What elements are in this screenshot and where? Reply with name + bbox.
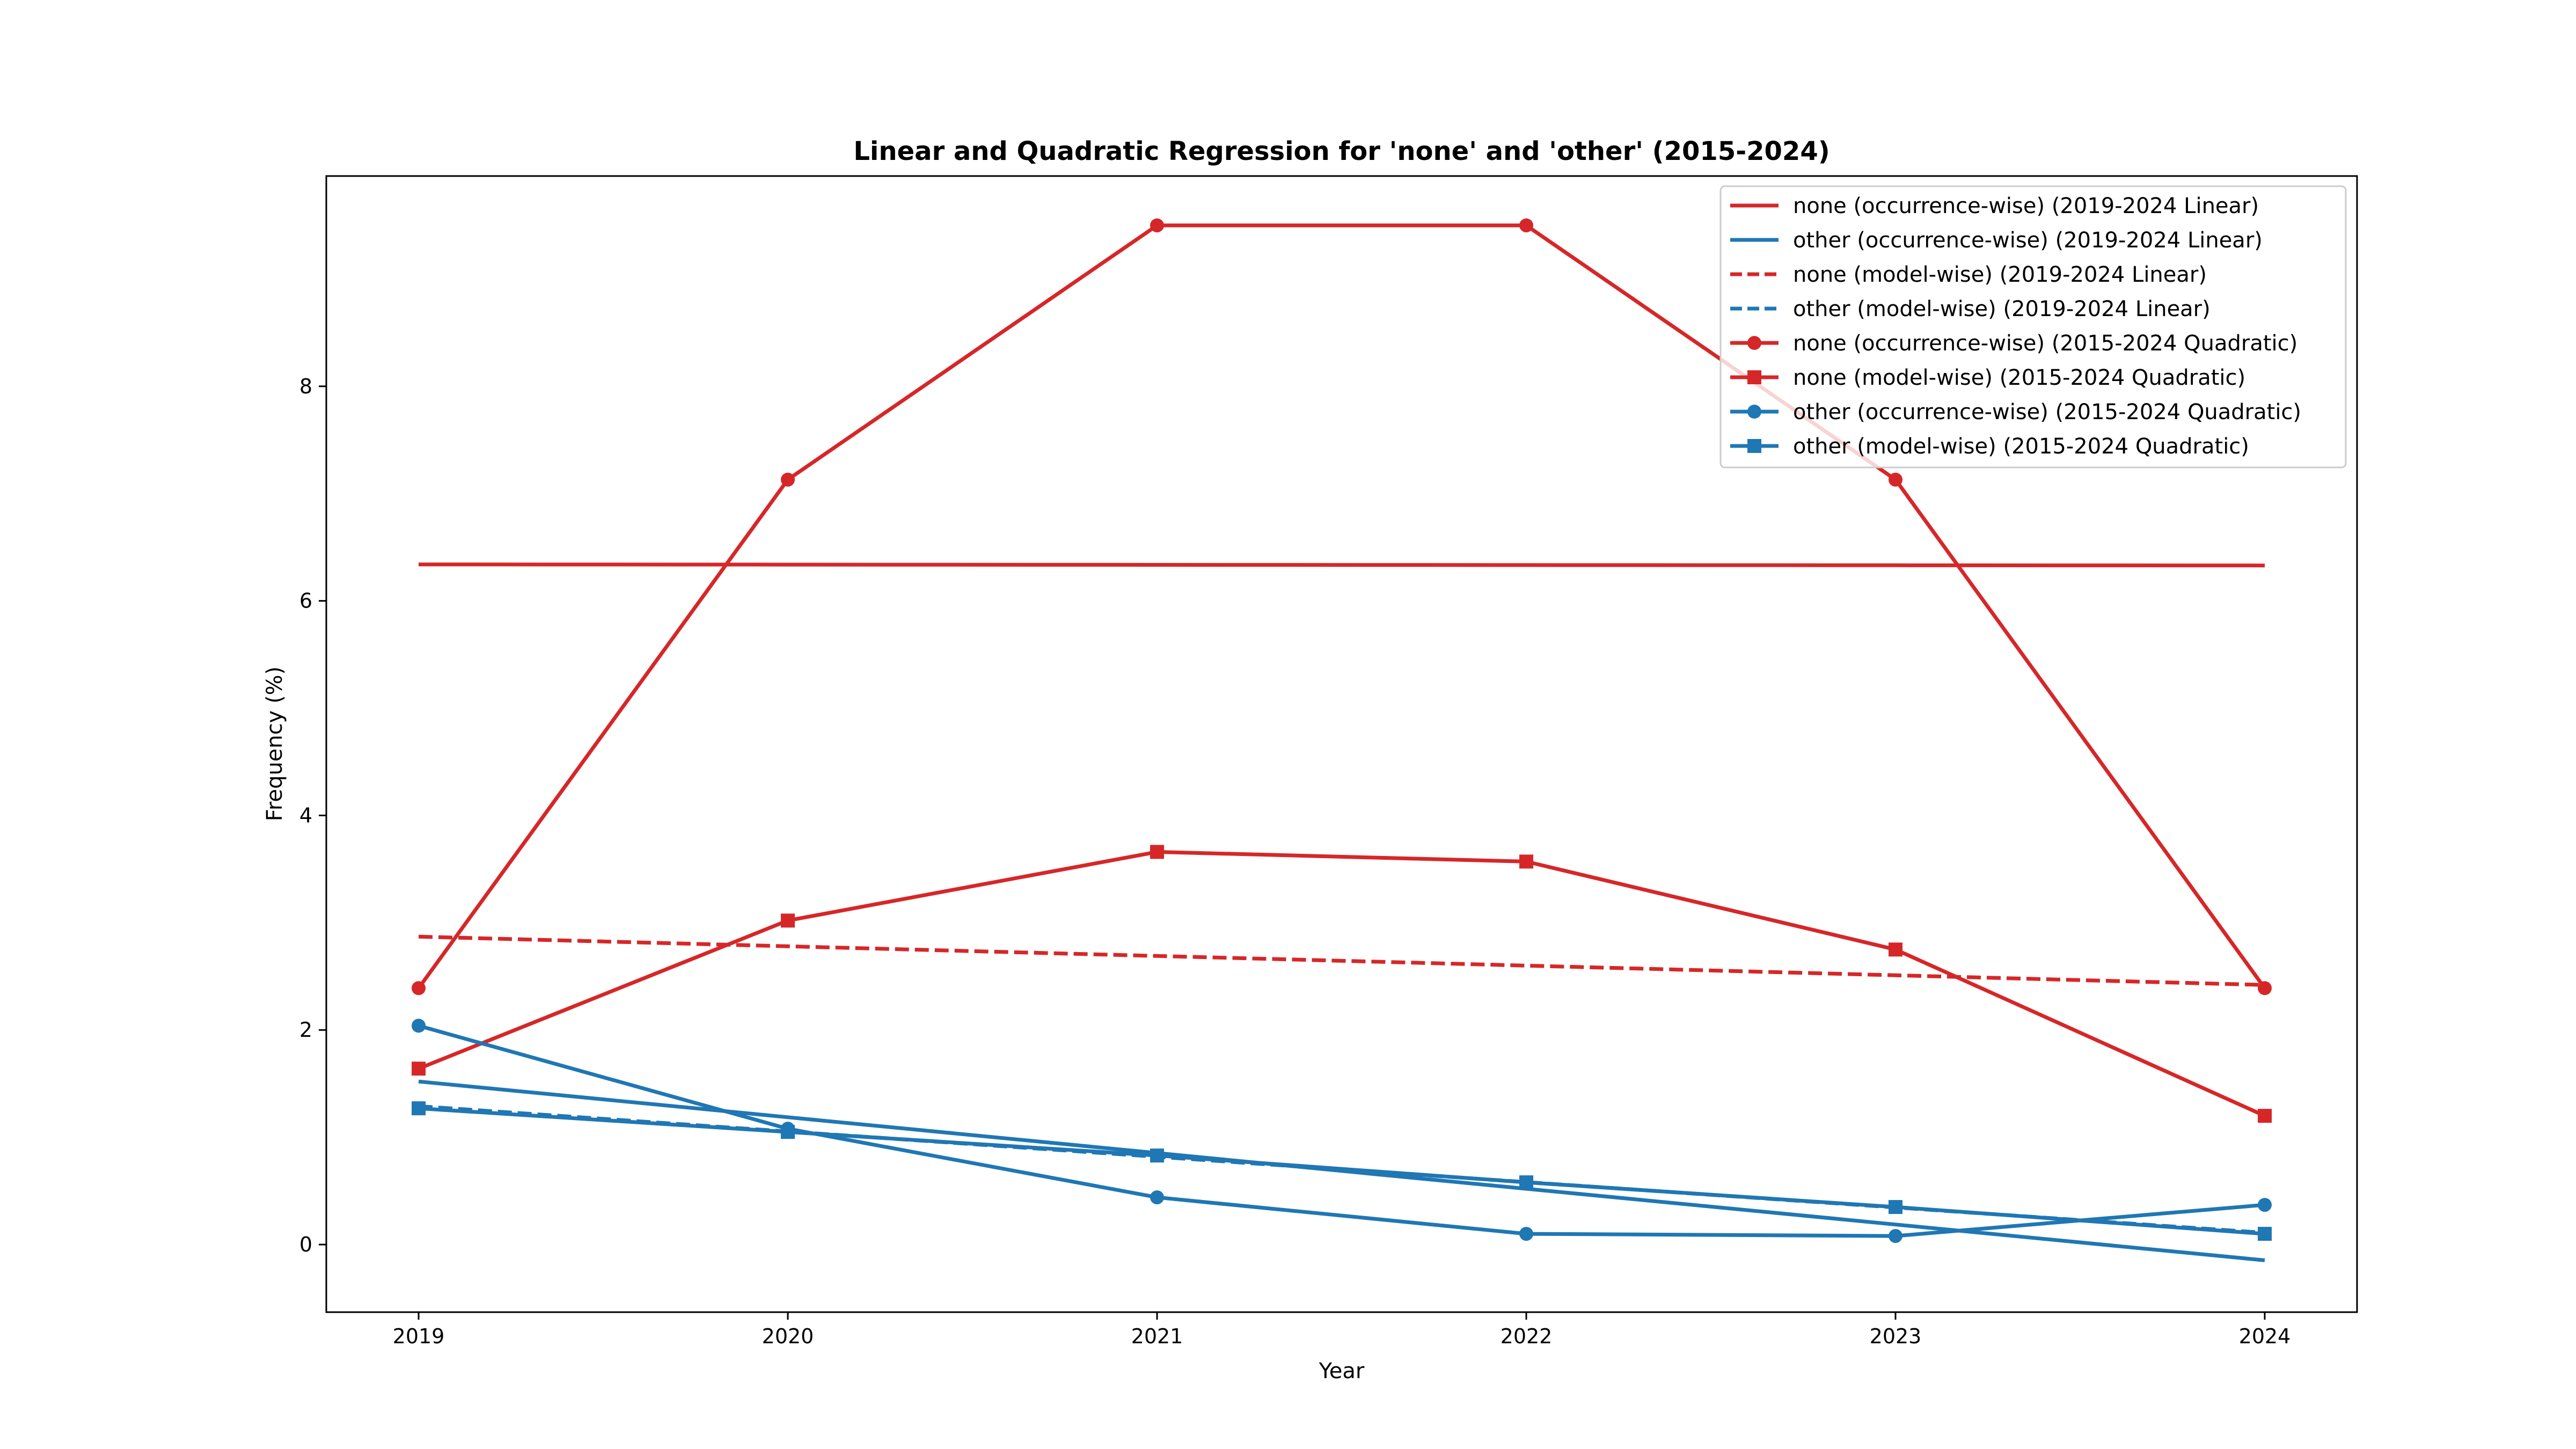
legend-label: none (occurrence-wise) (2015-2024 Quadra… [1793,331,2297,356]
data-point [412,1101,426,1116]
x-tick-label: 2019 [393,1324,445,1348]
data-point [1747,336,1761,350]
y-tick-label: 4 [299,803,312,827]
data-point [1519,1175,1533,1190]
legend-box [1719,185,2347,469]
series-7 [412,1101,2272,1241]
data-point [1150,1190,1164,1205]
legend-entry: other (occurrence-wise) (2019-2024 Linea… [1730,228,2263,253]
data-point [1150,218,1164,232]
legend-label: other (model-wise) (2015-2024 Quadratic) [1793,434,2249,459]
series-5 [412,845,2272,1123]
data-point [1519,218,1533,232]
series-line [418,1023,2265,1238]
x-tick-label: 2024 [2239,1324,2291,1348]
legend-label: none (model-wise) (2015-2024 Quadratic) [1793,365,2245,390]
data-point [2258,1109,2272,1123]
data-point [1747,405,1761,419]
x-tick-label: 2021 [1131,1324,1183,1348]
data-point [412,981,426,996]
series-line [417,223,2266,990]
legend-label: none (occurrence-wise) (2019-2024 Linear… [1793,194,2259,218]
series-line [418,1106,2265,1236]
y-tick-label: 8 [299,375,312,398]
legend-entry: none (occurrence-wise) (2019-2024 Linear… [1730,194,2259,218]
plot-area [412,218,2272,1262]
x-axis-label: Year [1319,1359,1365,1384]
legend-label: other (occurrence-wise) (2019-2024 Linea… [1793,228,2263,253]
legend: none (occurrence-wise) (2019-2024 Linear… [1719,185,2347,469]
data-point [1747,370,1761,384]
x-tick-label: 2020 [762,1324,814,1348]
data-point [781,472,795,487]
data-point [1889,1229,1902,1243]
legend-label: other (occurrence-wise) (2015-2024 Quadr… [1793,400,2301,425]
data-point [1150,1148,1164,1163]
series-0 [418,562,2265,568]
data-point [412,1062,426,1076]
legend-entry: none (model-wise) (2019-2024 Linear) [1730,262,2207,287]
y-axis-label: Frequency (%) [262,667,287,822]
legend-entry: none (model-wise) (2015-2024 Quadratic) [1730,365,2245,390]
legend-label: other (model-wise) (2019-2024 Linear) [1793,297,2211,321]
series-4 [412,218,2272,996]
legend-entry: none (occurrence-wise) (2015-2024 Quadra… [1730,331,2297,356]
y-tick-label: 0 [299,1233,312,1256]
data-point [1747,439,1761,453]
x-tick-label: 2022 [1501,1324,1553,1348]
data-point [412,1019,426,1033]
data-point [2258,1198,2272,1212]
y-axis: 0 2 4 6 8 [299,375,326,1256]
data-point [2258,1227,2272,1241]
data-point [1889,942,1902,957]
data-point [2258,981,2272,996]
data-point [781,913,795,928]
data-point [1150,845,1164,859]
legend-entry: other (model-wise) (2019-2024 Linear) [1730,297,2211,321]
series-line [418,562,2265,568]
legend-label: none (model-wise) (2019-2024 Linear) [1793,262,2207,287]
data-point [1889,472,1902,487]
chart-title: Linear and Quadratic Regression for 'non… [853,136,1829,166]
data-point [781,1125,795,1139]
legend-entry: other (model-wise) (2015-2024 Quadratic) [1730,434,2249,459]
data-point [1519,1227,1533,1241]
x-tick-label: 2023 [1870,1324,1922,1348]
y-tick-label: 2 [299,1018,312,1042]
legend-entry: other (occurrence-wise) (2015-2024 Quadr… [1730,400,2301,425]
y-tick-label: 6 [299,589,312,613]
plot-frame [325,175,2358,1313]
series-line [418,850,2266,1118]
data-point [1519,854,1533,869]
data-point [1889,1200,1902,1214]
x-axis: 2019 2020 2021 2022 2023 2024 [393,1312,2291,1348]
